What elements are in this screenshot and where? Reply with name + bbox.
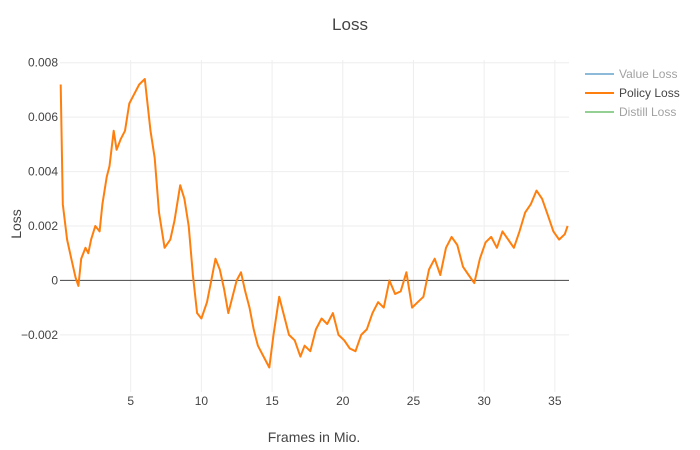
- y-tick-label-0: −0.002: [21, 328, 58, 342]
- legend-item-distill-loss[interactable]: Distill Loss: [585, 105, 676, 119]
- y-axis-title: Loss: [8, 209, 24, 239]
- x-tick-label-2: 15: [265, 394, 279, 408]
- legend: Value Loss Policy Loss Distill Loss: [585, 67, 680, 119]
- legend-item-value-loss[interactable]: Value Loss: [585, 67, 677, 81]
- x-tick-label-3: 20: [336, 394, 350, 408]
- y-tick-label-3: 0.004: [28, 165, 58, 179]
- y-tick-label-1: 0: [51, 273, 58, 287]
- x-tick-label-6: 35: [548, 394, 562, 408]
- y-tick-label-4: 0.006: [28, 110, 58, 124]
- x-tick-label-1: 10: [195, 394, 209, 408]
- x-tick-label-0: 5: [127, 394, 134, 408]
- axes: 5 10 15 20 25 30 35 −0.002 0 0.002 0.004 0.006 0.008: [21, 56, 569, 408]
- x-tick-label-4: 25: [407, 394, 421, 408]
- series-layer: [59, 78, 569, 369]
- grid: [60, 60, 569, 392]
- legend-label-distill-loss: Distill Loss: [619, 105, 676, 119]
- x-tick-label-5: 30: [477, 394, 491, 408]
- y-tick-label-2: 0.002: [28, 219, 58, 233]
- legend-label-policy-loss: Policy Loss: [619, 86, 680, 100]
- x-axis-title: Frames in Mio.: [268, 429, 361, 445]
- legend-item-policy-loss[interactable]: Policy Loss: [585, 86, 680, 100]
- chart-title: Loss: [332, 15, 368, 34]
- legend-label-value-loss: Value Loss: [619, 67, 677, 81]
- series-line-policy-loss: [59, 78, 569, 369]
- y-tick-label-5: 0.008: [28, 56, 58, 70]
